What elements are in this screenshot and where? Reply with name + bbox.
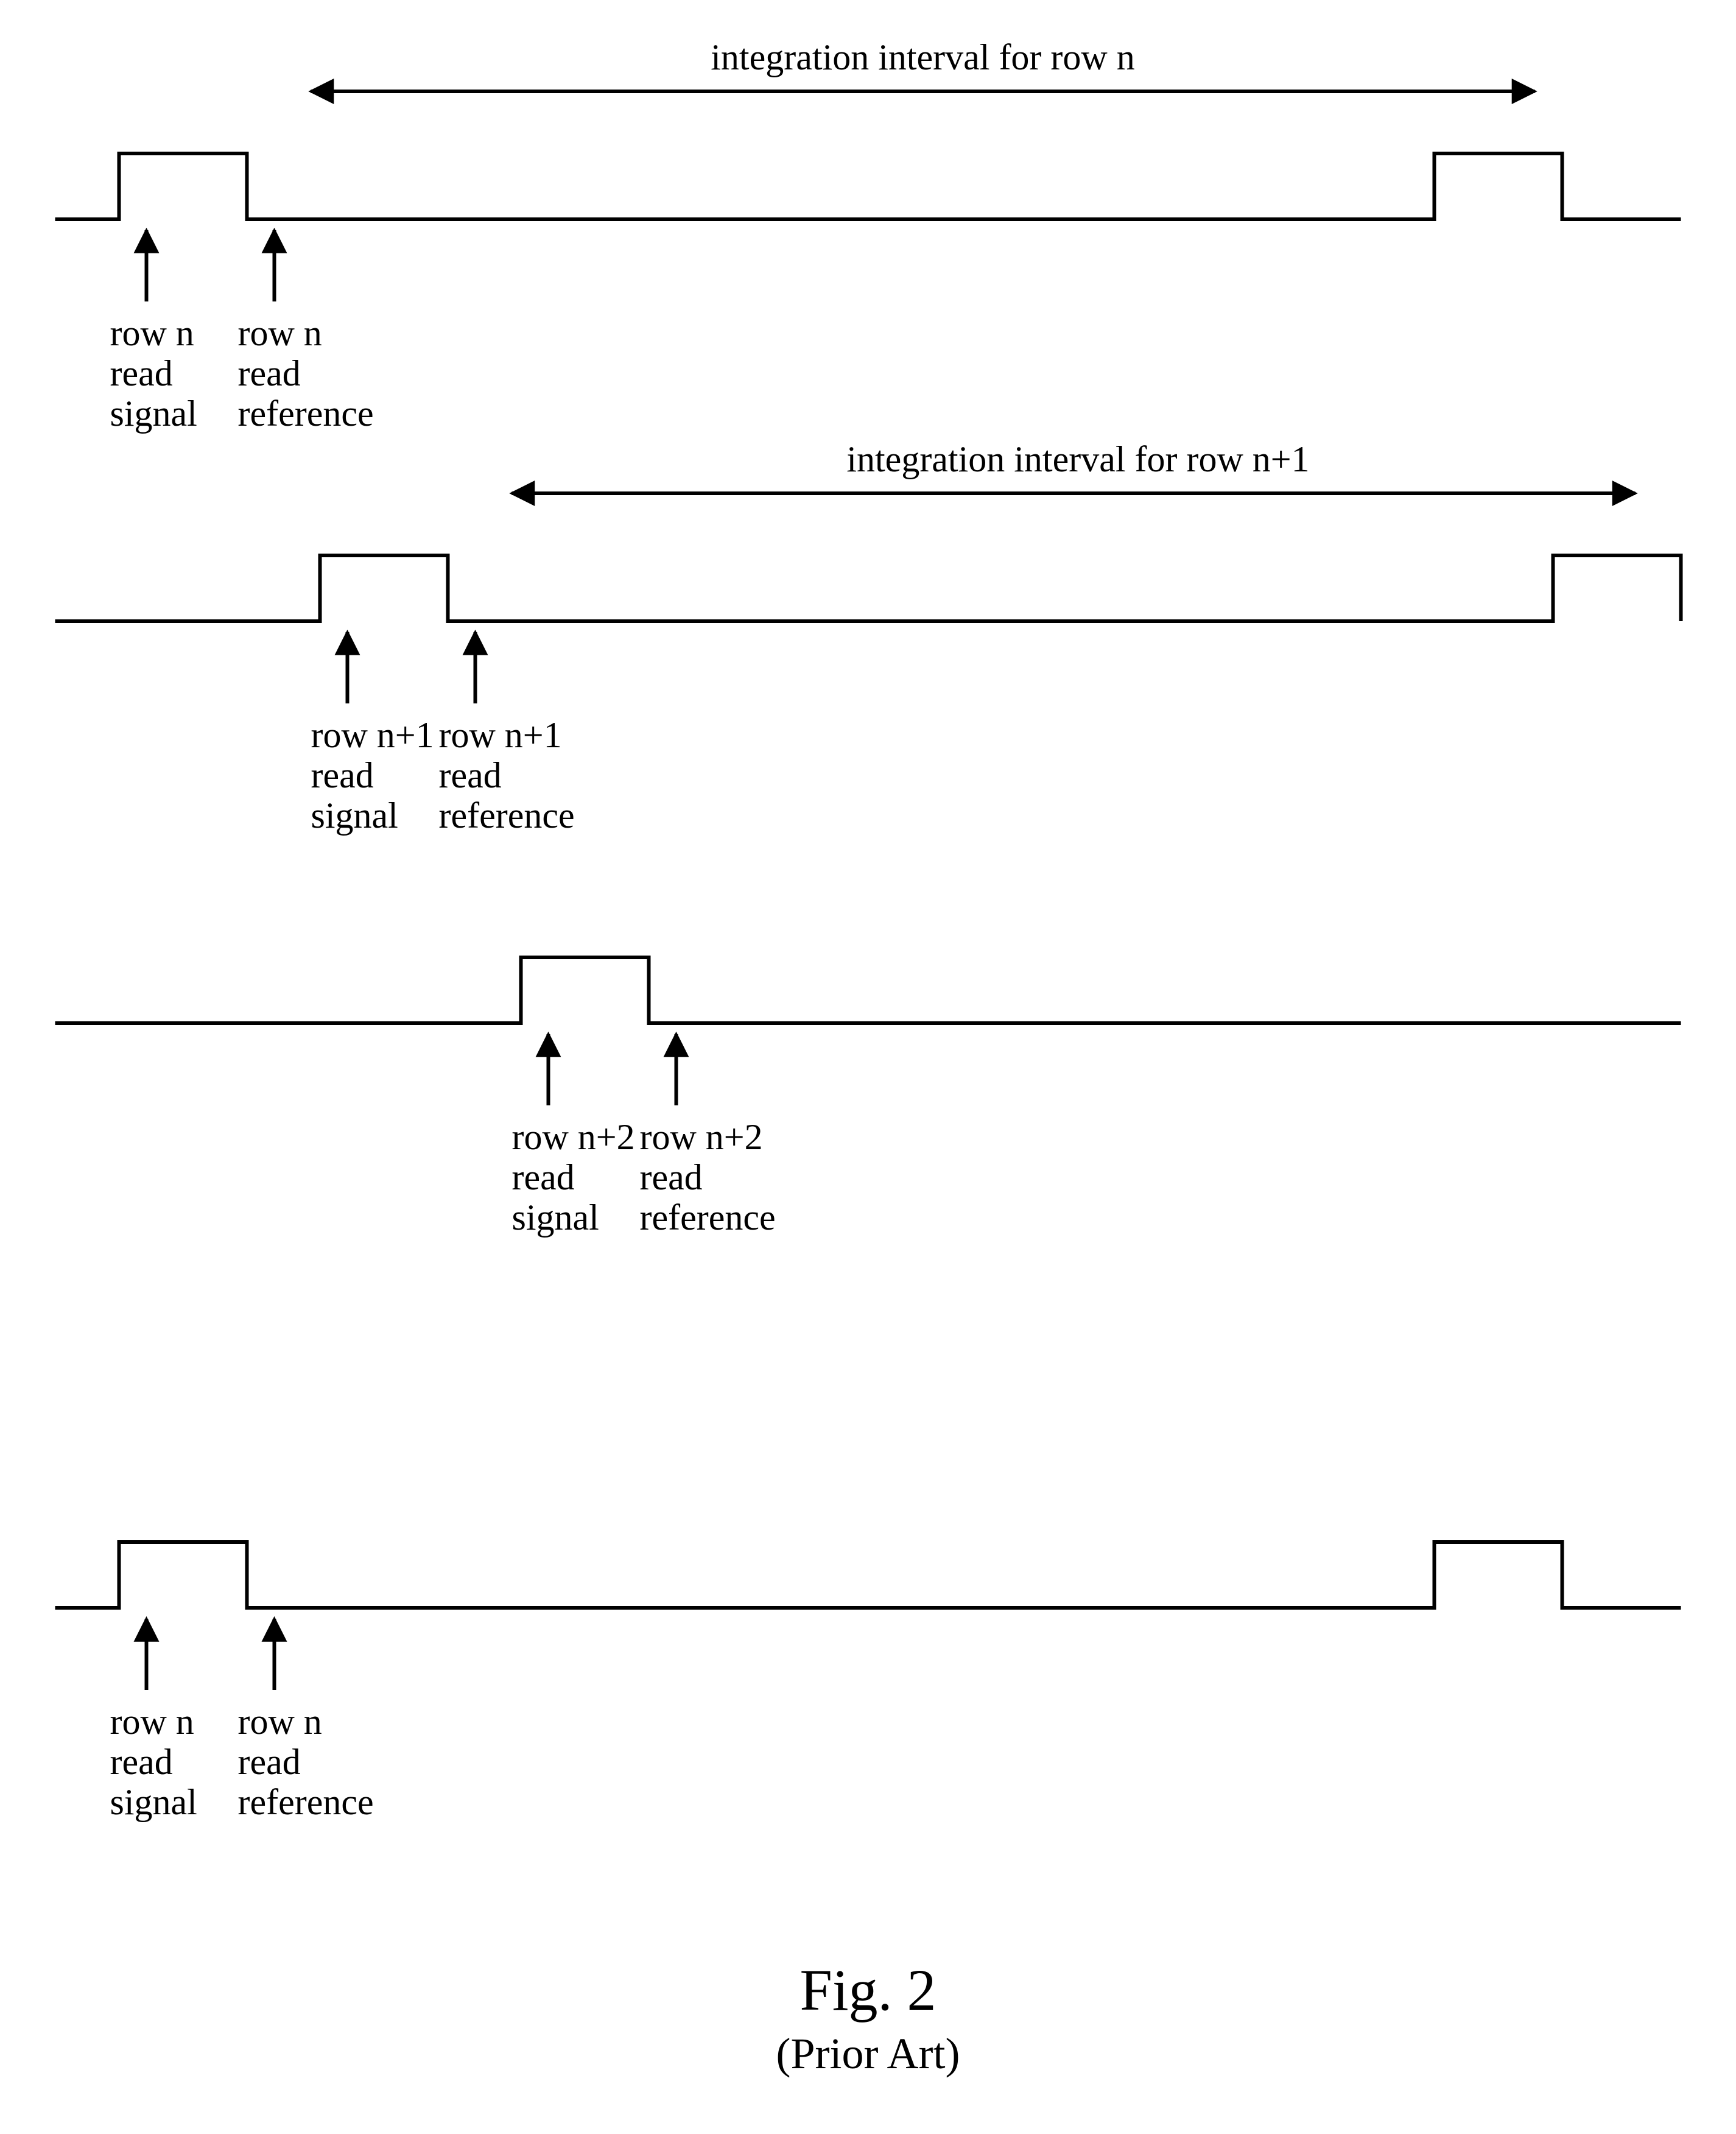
signal-label: row n+2readreference (640, 1117, 776, 1238)
waveform-row (55, 1542, 1681, 1608)
waveform-row (55, 957, 1681, 1023)
signal-label: row n+2readsignal (512, 1117, 635, 1238)
figure-caption-title: Fig. 2 (799, 1957, 936, 2023)
timing-diagram: integration interval for row n integratio… (0, 0, 1736, 2134)
waveform-row (55, 555, 1681, 621)
signal-label: row nreadreference (238, 1702, 374, 1822)
signal-label: row n+1readreference (439, 715, 575, 836)
signal-label: row n+1readsignal (311, 715, 434, 836)
figure-caption-subtitle: (Prior Art) (776, 2029, 960, 2078)
signal-label: row nreadreference (238, 313, 374, 434)
interval-label: integration interval for row n (711, 37, 1134, 77)
interval-label: integration interval for row n+1 (846, 439, 1309, 479)
waveform-row (55, 153, 1681, 219)
signal-label: row nreadsignal (110, 313, 197, 434)
signal-label: row nreadsignal (110, 1702, 197, 1822)
